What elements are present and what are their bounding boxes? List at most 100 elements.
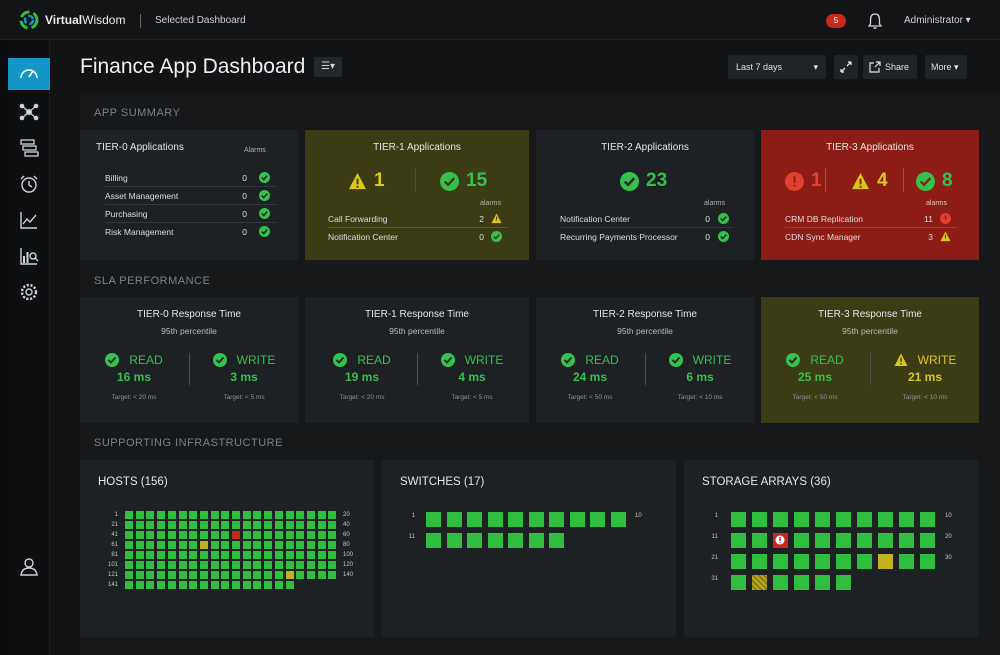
- hosts-status-cell[interactable]: [178, 561, 187, 569]
- hosts-status-cell[interactable]: [328, 531, 337, 539]
- hosts-status-cell[interactable]: [328, 551, 337, 559]
- storage-status-cell[interactable]: [773, 512, 788, 527]
- switches-status-cell[interactable]: [487, 512, 503, 527]
- storage-status-cell[interactable]: [752, 575, 767, 590]
- switches-status-cell[interactable]: [487, 532, 503, 548]
- hosts-status-cell[interactable]: [274, 511, 283, 519]
- switches-status-cell[interactable]: [549, 532, 564, 548]
- storage-status-cell[interactable]: [878, 533, 893, 548]
- storage-status-cell[interactable]: [815, 533, 830, 548]
- hosts-status-cell[interactable]: [210, 571, 219, 579]
- hosts-status-cell[interactable]: [264, 551, 273, 559]
- sla-tier1-card[interactable]: TIER-1 Response Time 95th percentile REA…: [305, 297, 529, 423]
- storage-status-cell[interactable]: [857, 512, 872, 527]
- hosts-status-cell[interactable]: [135, 541, 144, 549]
- hosts-status-cell[interactable]: [242, 551, 251, 559]
- storage-status-cell[interactable]: [815, 554, 830, 569]
- switches-status-cell[interactable]: [426, 512, 441, 527]
- hosts-status-cell[interactable]: [178, 521, 187, 529]
- bell-icon[interactable]: [865, 11, 885, 31]
- storage-status-cell[interactable]: [731, 554, 746, 569]
- hosts-status-cell[interactable]: [210, 541, 219, 549]
- hosts-status-cell[interactable]: [253, 551, 262, 559]
- hosts-status-cell[interactable]: [274, 541, 283, 549]
- nav-dashboards[interactable]: [8, 58, 50, 90]
- hosts-status-cell[interactable]: [328, 511, 337, 519]
- hosts-card[interactable]: HOSTS (156) 1 20 21 40 41 60 61 80 81 100 101 120 12…: [80, 460, 374, 637]
- hosts-status-cell[interactable]: [189, 581, 198, 589]
- nav-reports[interactable]: [8, 240, 50, 272]
- storage-status-cell[interactable]: [752, 512, 767, 527]
- hosts-status-cell[interactable]: [296, 541, 305, 549]
- hosts-status-cell[interactable]: [253, 571, 262, 579]
- hosts-status-cell[interactable]: [317, 531, 326, 539]
- storage-status-cell[interactable]: [899, 554, 914, 569]
- hosts-status-cell[interactable]: [210, 531, 219, 539]
- hosts-status-cell[interactable]: [253, 511, 262, 519]
- switches-status-cell[interactable]: [590, 512, 605, 527]
- hosts-status-cell[interactable]: [167, 561, 176, 569]
- virtualwisdom-logo-icon[interactable]: [18, 9, 40, 31]
- hosts-status-cell[interactable]: [167, 511, 176, 519]
- hosts-status-cell[interactable]: [178, 551, 187, 559]
- storage-status-cell[interactable]: [752, 533, 767, 548]
- hosts-status-cell[interactable]: [253, 581, 262, 589]
- sla-tier2-card[interactable]: TIER-2 Response Time 95th percentile REA…: [536, 297, 754, 423]
- hosts-status-cell[interactable]: [157, 511, 166, 519]
- storage-status-cell[interactable]: [794, 533, 809, 548]
- hosts-status-cell[interactable]: [125, 581, 133, 589]
- hosts-status-cell[interactable]: [125, 551, 133, 559]
- hosts-status-cell[interactable]: [232, 511, 240, 519]
- switches-status-cell[interactable]: [467, 532, 482, 548]
- hosts-status-cell[interactable]: [221, 531, 230, 539]
- hosts-status-cell[interactable]: [125, 541, 133, 549]
- hosts-status-cell[interactable]: [274, 571, 283, 579]
- hosts-status-cell[interactable]: [242, 581, 251, 589]
- hosts-status-cell[interactable]: [317, 541, 326, 549]
- storage-status-cell[interactable]: [815, 575, 830, 590]
- switches-status-cell[interactable]: [528, 532, 544, 548]
- sla-tier0-card[interactable]: TIER-0 Response Time 95th percentile REA…: [80, 297, 298, 423]
- hosts-status-cell[interactable]: [221, 511, 230, 519]
- storage-status-cell[interactable]: [836, 575, 851, 590]
- hosts-status-cell[interactable]: [264, 571, 273, 579]
- hosts-status-cell[interactable]: [232, 521, 240, 529]
- breadcrumb[interactable]: Selected Dashboard: [155, 15, 246, 26]
- hosts-status-cell[interactable]: [157, 561, 166, 569]
- hosts-status-cell[interactable]: [189, 561, 198, 569]
- hosts-status-cell[interactable]: [178, 511, 187, 519]
- hosts-status-cell[interactable]: [157, 531, 166, 539]
- hosts-status-cell[interactable]: [199, 571, 208, 579]
- hosts-status-cell[interactable]: [264, 521, 273, 529]
- hosts-status-cell[interactable]: [242, 571, 251, 579]
- storage-status-cell[interactable]: [878, 512, 893, 527]
- hosts-status-cell[interactable]: [285, 551, 294, 559]
- hosts-status-cell[interactable]: [264, 541, 273, 549]
- hosts-status-cell[interactable]: [135, 571, 144, 579]
- hosts-status-cell[interactable]: [328, 521, 337, 529]
- storage-status-cell[interactable]: [836, 554, 851, 569]
- hosts-status-cell[interactable]: [135, 521, 144, 529]
- hosts-status-cell[interactable]: [264, 511, 273, 519]
- hosts-status-cell[interactable]: [135, 561, 144, 569]
- notification-badge[interactable]: 5: [826, 14, 846, 28]
- hosts-status-cell[interactable]: [242, 511, 251, 519]
- hosts-status-cell[interactable]: [296, 511, 305, 519]
- hosts-status-cell[interactable]: [221, 561, 230, 569]
- hosts-status-cell[interactable]: [167, 551, 176, 559]
- hosts-status-cell[interactable]: [317, 561, 326, 569]
- hosts-status-cell[interactable]: [146, 571, 155, 579]
- hosts-status-cell[interactable]: [317, 511, 326, 519]
- hosts-status-cell[interactable]: [296, 561, 305, 569]
- storage-status-cell[interactable]: [857, 554, 872, 569]
- share-button[interactable]: Share: [863, 55, 917, 79]
- hosts-status-cell[interactable]: [285, 561, 294, 569]
- hosts-status-cell[interactable]: [232, 541, 240, 549]
- hosts-status-cell[interactable]: [199, 581, 208, 589]
- tier1-applications-card[interactable]: TIER-1 Applications 1 15 alarms Call For…: [305, 130, 529, 260]
- hosts-status-cell[interactable]: [285, 531, 294, 539]
- sla-tier3-card[interactable]: TIER-3 Response Time 95th percentile REA…: [761, 297, 979, 423]
- hosts-status-cell[interactable]: [125, 511, 133, 519]
- hosts-status-cell[interactable]: [274, 551, 283, 559]
- storage-status-cell[interactable]: [920, 554, 935, 569]
